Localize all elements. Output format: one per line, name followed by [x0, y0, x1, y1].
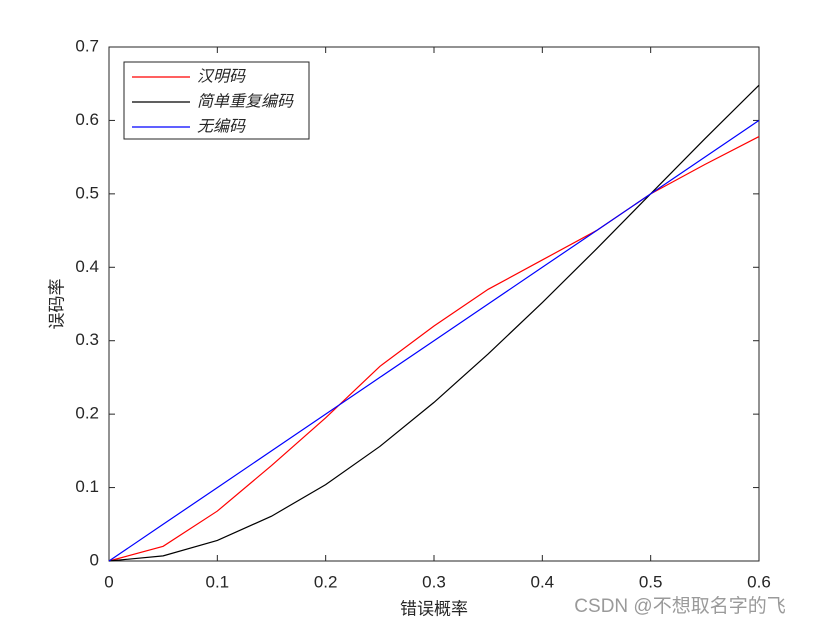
y-tick-label: 0.7	[75, 36, 99, 55]
x-tick-label: 0.4	[531, 572, 555, 591]
x-tick-label: 0.5	[639, 572, 663, 591]
y-tick-label: 0.2	[75, 404, 99, 423]
watermark: CSDN @不想取名字的飞	[574, 595, 785, 617]
y-tick-label: 0.4	[75, 257, 99, 276]
legend-label: 无编码	[197, 117, 246, 136]
x-tick-label: 0.1	[206, 572, 230, 591]
y-axis-label: 误码率	[48, 279, 68, 330]
legend-label: 汉明码	[197, 67, 246, 86]
y-tick-label: 0.6	[75, 110, 99, 129]
y-tick-label: 0.3	[75, 330, 99, 349]
y-tick-label: 0.5	[75, 183, 99, 202]
legend-label: 简单重复编码	[197, 92, 294, 111]
series-line	[108, 119, 760, 562]
legend-box	[123, 61, 310, 140]
x-tick-label: 0.2	[314, 572, 338, 591]
y-tick-label: 0	[90, 550, 99, 569]
x-axis-label: 错误概率	[400, 600, 468, 620]
x-tick-label: 0	[104, 572, 113, 591]
x-tick-label: 0.6	[747, 572, 771, 591]
y-tick-label: 0.1	[75, 477, 99, 496]
x-tick-label: 0.3	[422, 572, 446, 591]
